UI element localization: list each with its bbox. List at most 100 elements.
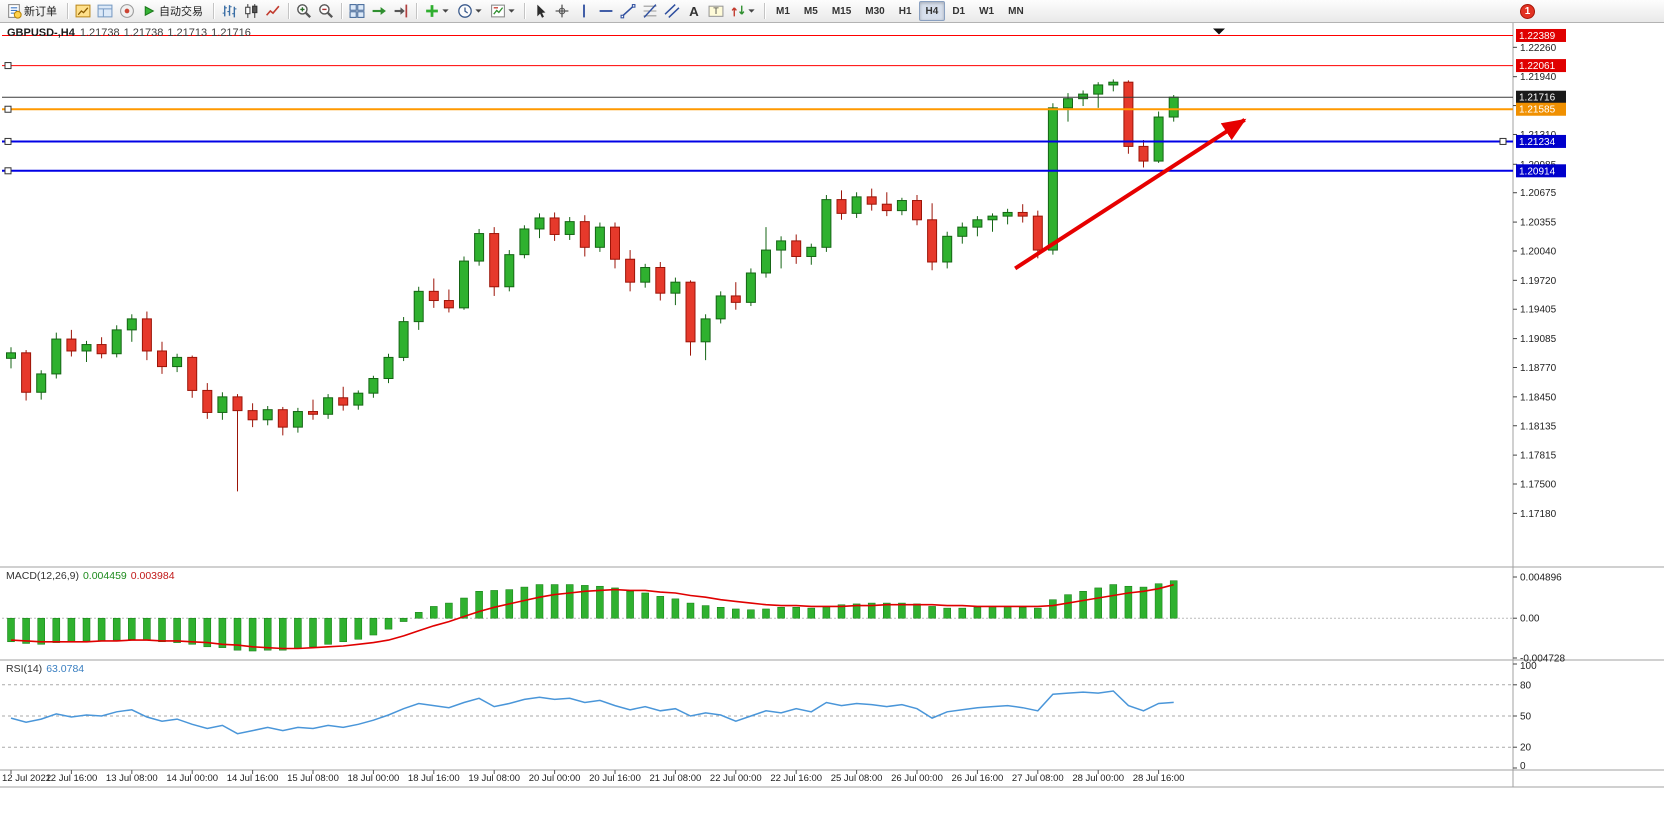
macd-histogram-bar xyxy=(581,585,589,619)
cursor-button[interactable] xyxy=(529,1,551,21)
tf-m1-button[interactable]: M1 xyxy=(769,1,797,21)
macd-histogram-bar xyxy=(158,617,166,643)
triangle-marker-icon[interactable] xyxy=(1213,28,1225,35)
trendline-button[interactable] xyxy=(617,1,639,21)
macd-histogram-bar xyxy=(1049,599,1057,619)
vertical-line-button[interactable] xyxy=(573,1,595,21)
macd-histogram-bar xyxy=(1169,580,1178,619)
macd-histogram-bar xyxy=(701,605,710,619)
arrows-button[interactable] xyxy=(727,1,760,21)
macd-histogram-bar xyxy=(1079,591,1087,619)
bar-chart-button[interactable] xyxy=(218,1,240,21)
periods-button[interactable] xyxy=(454,1,487,21)
profiles-button[interactable] xyxy=(94,1,116,21)
candle xyxy=(670,281,681,294)
price-tick-label: 1.17815 xyxy=(1520,451,1557,462)
macd-histogram-bar xyxy=(973,607,982,619)
horizontal-line-icon xyxy=(598,3,614,19)
time-label: 27 Jul 08:00 xyxy=(1012,773,1064,784)
candle xyxy=(141,318,152,352)
text-button[interactable]: A xyxy=(683,1,705,21)
candle xyxy=(277,409,288,428)
horizontal-line-button[interactable] xyxy=(595,1,617,21)
channel-button[interactable] xyxy=(661,1,683,21)
tile-windows-button[interactable] xyxy=(346,1,368,21)
macd-histogram-bar xyxy=(369,617,378,636)
tf-m15-button[interactable]: M15 xyxy=(825,1,858,21)
tf-h1-button[interactable]: H1 xyxy=(892,1,919,21)
chart-window-icon xyxy=(75,3,91,19)
price-tag-label: 1.21585 xyxy=(1519,105,1556,116)
tf-w1-button[interactable]: W1 xyxy=(972,1,1001,21)
macd-histogram-bar xyxy=(97,617,106,642)
tf-d1-button[interactable]: D1 xyxy=(945,1,972,21)
time-label: 20 Jul 00:00 xyxy=(529,773,581,784)
line-chart-button[interactable] xyxy=(262,1,284,21)
price-tag xyxy=(1516,59,1566,73)
line-handle[interactable] xyxy=(4,105,12,113)
macd-histogram-bar xyxy=(1094,587,1102,619)
macd-histogram-bar xyxy=(1124,585,1133,619)
macd-axis-label: -0.004728 xyxy=(1520,654,1565,665)
auto-scroll-button[interactable] xyxy=(368,1,390,21)
toolbar-group xyxy=(346,1,412,21)
crosshair-button[interactable] xyxy=(551,1,573,21)
candle xyxy=(715,295,726,320)
macd-histogram-bar xyxy=(384,617,393,630)
auto-scroll-icon xyxy=(371,3,387,19)
candle xyxy=(1138,145,1149,162)
price-tag-label: 1.21234 xyxy=(1519,137,1556,148)
macd-histogram-bar xyxy=(837,604,846,619)
label-button[interactable]: T xyxy=(705,1,727,21)
community-button[interactable] xyxy=(116,1,138,21)
notification-badge[interactable]: 1 xyxy=(1520,4,1535,19)
caret-down-icon xyxy=(746,3,757,19)
line-handle[interactable] xyxy=(4,62,12,70)
candle xyxy=(474,233,485,262)
macd-histogram-bar xyxy=(1109,584,1118,619)
tf-h4-button[interactable]: H4 xyxy=(918,1,946,21)
trend-arrow[interactable] xyxy=(1014,118,1247,271)
fibonacci-icon xyxy=(642,3,658,19)
zoom-out-button[interactable] xyxy=(315,1,337,21)
candle xyxy=(881,203,892,212)
line-handle[interactable] xyxy=(4,137,12,145)
time-label: 22 Jul 00:00 xyxy=(710,773,762,784)
candle xyxy=(6,352,16,359)
line-handle[interactable] xyxy=(1499,137,1507,145)
zoom-in-button[interactable] xyxy=(293,1,315,21)
candle xyxy=(912,200,922,221)
indicators-button[interactable] xyxy=(421,1,454,21)
candle xyxy=(564,221,575,235)
chart-background xyxy=(0,23,1664,840)
candle xyxy=(81,344,92,352)
candle xyxy=(1002,211,1013,217)
candle xyxy=(187,356,198,391)
macd-histogram-bar xyxy=(279,617,287,651)
macd-histogram-bar xyxy=(535,584,544,619)
line-handle[interactable] xyxy=(4,167,12,175)
chart-shift-button[interactable] xyxy=(390,1,412,21)
new-order-button[interactable]: 新订单 xyxy=(3,1,63,21)
fibonacci-button[interactable] xyxy=(639,1,661,21)
templates-button[interactable] xyxy=(487,1,520,21)
autotrading-button[interactable]: 自动交易 xyxy=(138,1,209,21)
time-label: 14 Jul 00:00 xyxy=(166,773,218,784)
candle xyxy=(172,356,183,368)
macd-histogram-bar xyxy=(898,602,906,619)
macd-histogram-bar xyxy=(233,617,242,651)
candle xyxy=(791,240,802,257)
macd-histogram-bar xyxy=(1064,594,1072,619)
candle xyxy=(96,344,107,355)
tf-m30-button[interactable]: M30 xyxy=(858,1,891,21)
charts-button[interactable] xyxy=(72,1,94,21)
macd-histogram-bar xyxy=(867,602,876,619)
macd-histogram-bar xyxy=(732,608,740,619)
candlestick-button[interactable] xyxy=(240,1,262,21)
tf-mn-button[interactable]: MN xyxy=(1001,1,1031,21)
svg-text:A: A xyxy=(689,4,699,19)
candle xyxy=(1078,93,1089,100)
tf-m5-button[interactable]: M5 xyxy=(797,1,825,21)
